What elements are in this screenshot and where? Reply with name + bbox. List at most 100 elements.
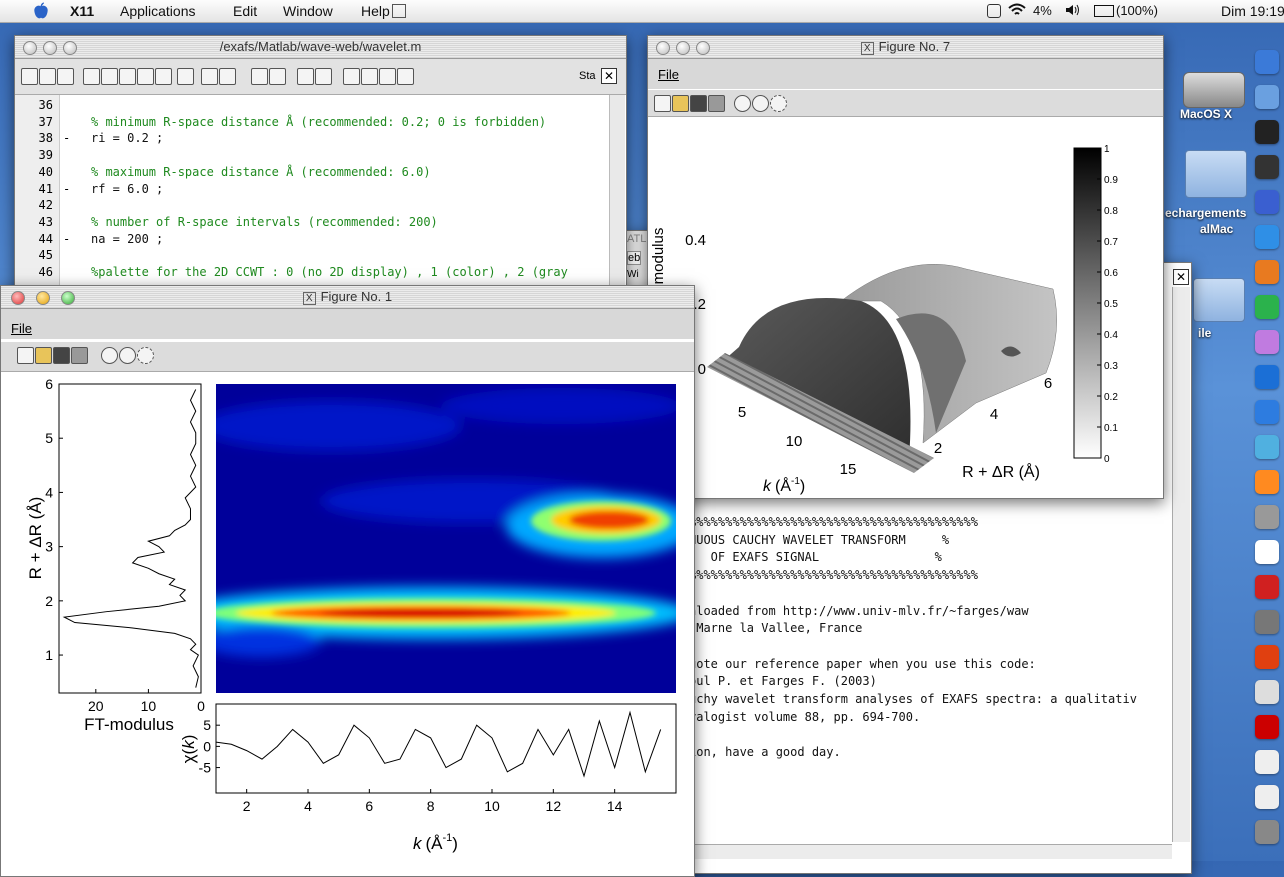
dock-icon[interactable]: [1255, 365, 1279, 389]
rotate-button[interactable]: [137, 347, 154, 364]
colorbar-tick-label: 0.1: [1104, 423, 1118, 434]
zoom-in-button[interactable]: [734, 95, 751, 112]
minimize-button[interactable]: [676, 41, 690, 55]
menu-item[interactable]: X11: [70, 3, 95, 19]
dock-icon[interactable]: [1255, 85, 1279, 109]
dock-icon[interactable]: [1255, 225, 1279, 249]
dock-icon[interactable]: [1255, 540, 1279, 564]
dock-icon[interactable]: [1255, 400, 1279, 424]
toolbar-button[interactable]: [397, 68, 414, 85]
toolbar-button[interactable]: [101, 68, 118, 85]
power-status: (100%): [1116, 3, 1158, 18]
apple-menu[interactable]: [32, 2, 50, 20]
toolbar-button[interactable]: [379, 68, 396, 85]
dock-icon[interactable]: [1255, 50, 1279, 74]
toolbar-button[interactable]: [83, 68, 100, 85]
toolbar-button[interactable]: [39, 68, 56, 85]
zoom-in-button[interactable]: [101, 347, 118, 364]
dock-icon[interactable]: [1255, 330, 1279, 354]
wifi-icon[interactable]: [1007, 2, 1027, 18]
minimize-button[interactable]: [36, 291, 50, 305]
toolbar-button[interactable]: [201, 68, 218, 85]
breakpoint-marker: -: [63, 181, 71, 196]
dock-icon[interactable]: [1255, 190, 1279, 214]
dock-icon[interactable]: [1255, 610, 1279, 634]
dock-icon[interactable]: [1255, 120, 1279, 144]
scrollbar[interactable]: [609, 95, 625, 316]
zoom-button[interactable]: [63, 41, 77, 55]
dock-icon[interactable]: [1255, 715, 1279, 739]
dock-icon[interactable]: [1255, 645, 1279, 669]
folder-label[interactable]: alMac: [1200, 222, 1234, 236]
toolbar-button[interactable]: [361, 68, 378, 85]
dock-icon[interactable]: [1255, 505, 1279, 529]
zoom-button[interactable]: [61, 291, 75, 305]
clock[interactable]: Dim 19:19: [1221, 3, 1284, 19]
dock-icon[interactable]: [1255, 295, 1279, 319]
menu-item[interactable]: Window: [283, 3, 333, 19]
drive-icon[interactable]: [1183, 72, 1245, 108]
scrollbar[interactable]: [1172, 287, 1190, 842]
toolbar-button[interactable]: [315, 68, 332, 85]
toolbar-button[interactable]: [177, 68, 194, 85]
drive-label[interactable]: MacOS X: [1180, 107, 1233, 121]
dock-icon[interactable]: [1255, 680, 1279, 704]
toolbar-button[interactable]: [343, 68, 360, 85]
folder-label[interactable]: ile: [1198, 326, 1212, 340]
zoom-out-button[interactable]: [752, 95, 769, 112]
new-button[interactable]: [654, 95, 671, 112]
rotate-button[interactable]: [770, 95, 787, 112]
close-button[interactable]: [23, 41, 37, 55]
toolbar-button[interactable]: [137, 68, 154, 85]
save-button[interactable]: [690, 95, 707, 112]
dock-icon[interactable]: [1255, 470, 1279, 494]
dock-icon[interactable]: [1255, 260, 1279, 284]
volume-icon[interactable]: [1064, 3, 1082, 17]
open-button[interactable]: [672, 95, 689, 112]
menu-item[interactable]: Edit: [233, 3, 258, 19]
toolbar-button[interactable]: [219, 68, 236, 85]
dock-icon[interactable]: [1255, 750, 1279, 774]
dock-icon[interactable]: [1255, 575, 1279, 599]
toolbar-button[interactable]: [251, 68, 268, 85]
horizontal-scrollbar[interactable]: [679, 844, 1172, 859]
folder-label[interactable]: echargements: [1165, 206, 1247, 220]
dock-icon[interactable]: [1255, 155, 1279, 179]
text-line: ralogist volume 88, pp. 694-700.: [689, 709, 921, 724]
save-button[interactable]: [53, 347, 70, 364]
folder-icon[interactable]: [1193, 278, 1245, 322]
toolbar-button[interactable]: [297, 68, 314, 85]
dock-icon[interactable]: [1255, 785, 1279, 809]
dock-icon[interactable]: [1255, 435, 1279, 459]
print-button[interactable]: [71, 347, 88, 364]
text-line: ion, have a good day.: [689, 745, 841, 760]
new-button[interactable]: [17, 347, 34, 364]
toolbar-button[interactable]: [21, 68, 38, 85]
dock-icon[interactable]: [1255, 820, 1279, 844]
map-feature: [321, 609, 521, 617]
print-button[interactable]: [708, 95, 725, 112]
menu-item[interactable]: File: [658, 67, 679, 82]
toolbar-button[interactable]: [119, 68, 136, 85]
close-button[interactable]: [11, 291, 25, 305]
colorbar-tick-label: 0.8: [1104, 206, 1118, 217]
menu-item[interactable]: Applications: [120, 3, 196, 19]
toolbar-button[interactable]: [155, 68, 172, 85]
toolbar-button[interactable]: [269, 68, 286, 85]
toolbar: Sta ✕: [15, 59, 626, 95]
colorbar-tick-label: 0.9: [1104, 175, 1118, 186]
script-icon[interactable]: [392, 4, 406, 18]
close-button[interactable]: [656, 41, 670, 55]
zoom-out-button[interactable]: [119, 347, 136, 364]
zoom-button[interactable]: [696, 41, 710, 55]
open-button[interactable]: [35, 347, 52, 364]
menu-item[interactable]: File: [11, 321, 32, 336]
menu-item[interactable]: Help: [361, 3, 390, 19]
minimize-button[interactable]: [43, 41, 57, 55]
battery-icon[interactable]: [1094, 5, 1114, 17]
toolbar-button[interactable]: [57, 68, 74, 85]
close-doc-button[interactable]: ✕: [601, 68, 617, 84]
folder-icon[interactable]: [1185, 150, 1247, 198]
status-icon[interactable]: [987, 4, 1001, 18]
close-button[interactable]: ✕: [1173, 269, 1189, 285]
